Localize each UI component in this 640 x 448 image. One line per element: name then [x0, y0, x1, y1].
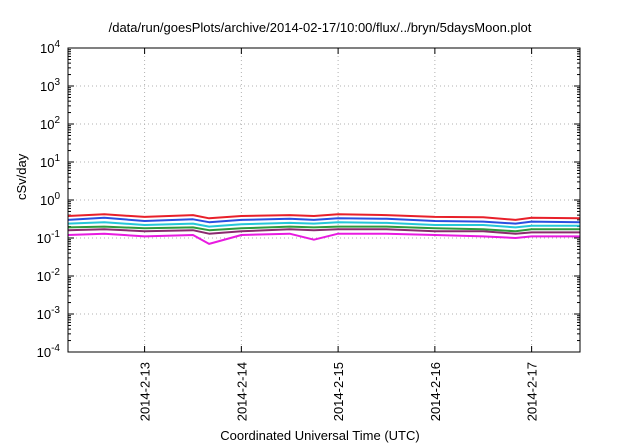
y-axis-label: cSv/day	[14, 153, 29, 200]
series-line	[67, 228, 580, 235]
chart-title: /data/run/goesPlots/archive/2014-02-17/1…	[108, 20, 532, 35]
series-line	[67, 232, 580, 245]
y-tick-label: 10-3	[37, 305, 61, 322]
x-tick-label: 2014-2-13	[138, 362, 153, 421]
series-line	[67, 213, 581, 221]
x-tick-label: 2014-2-15	[331, 362, 346, 421]
y-tick-label: 100	[40, 191, 60, 208]
x-tick-label: 2014-2-14	[234, 362, 249, 421]
y-tick-label: 10-2	[37, 267, 61, 284]
y-tick-label: 101	[40, 153, 60, 170]
y-tick-label: 10-1	[37, 229, 61, 246]
series-line	[67, 225, 580, 233]
y-tick-label: 10-4	[37, 343, 61, 360]
y-tick-label: 102	[40, 115, 60, 132]
series-line	[67, 216, 581, 225]
x-tick-label: 2014-2-17	[525, 362, 540, 421]
x-tick-label: 2014-2-16	[428, 362, 443, 421]
y-tick-label: 104	[40, 39, 60, 56]
x-axis-label: Coordinated Universal Time (UTC)	[220, 428, 420, 443]
series-line	[67, 221, 580, 229]
y-tick-label: 103	[40, 77, 60, 94]
plot-frame	[67, 47, 581, 353]
